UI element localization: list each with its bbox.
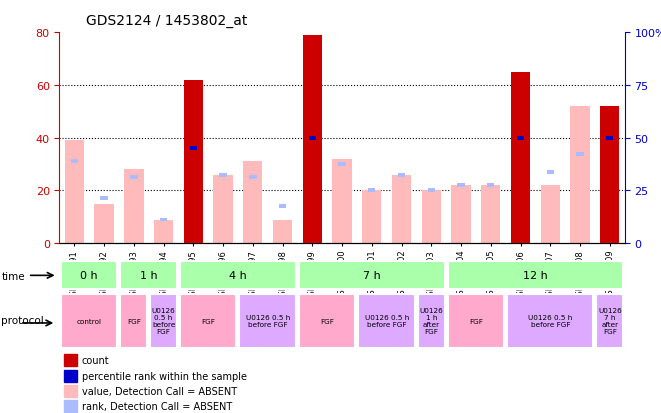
Bar bbox=[124, 170, 143, 244]
Bar bbox=[358, 294, 415, 348]
Bar bbox=[279, 205, 286, 209]
Bar bbox=[362, 191, 381, 244]
Bar bbox=[511, 138, 530, 244]
Bar bbox=[184, 81, 203, 244]
Bar bbox=[457, 184, 465, 188]
Bar bbox=[570, 107, 590, 244]
Bar bbox=[64, 370, 77, 382]
Bar bbox=[249, 176, 256, 180]
Bar bbox=[487, 184, 494, 188]
Text: 12 h: 12 h bbox=[523, 270, 548, 280]
Text: U0126 0.5 h
before FGF: U0126 0.5 h before FGF bbox=[246, 315, 290, 328]
Bar bbox=[64, 400, 77, 412]
Bar bbox=[160, 218, 167, 222]
Bar bbox=[368, 189, 375, 193]
Bar bbox=[338, 163, 346, 167]
Bar bbox=[511, 73, 530, 244]
Text: rank, Detection Call = ABSENT: rank, Detection Call = ABSENT bbox=[81, 401, 232, 411]
Bar bbox=[303, 138, 322, 244]
Bar bbox=[596, 294, 623, 348]
Bar bbox=[61, 294, 118, 348]
Bar bbox=[184, 149, 203, 244]
Bar bbox=[517, 136, 524, 140]
Text: 0 h: 0 h bbox=[81, 270, 98, 280]
Bar bbox=[332, 159, 352, 244]
Bar bbox=[600, 157, 619, 244]
Text: FGF: FGF bbox=[202, 318, 215, 324]
Bar bbox=[64, 354, 77, 366]
Text: time: time bbox=[1, 271, 25, 281]
Bar bbox=[120, 294, 147, 348]
Text: U0126 0.5 h
before FGF: U0126 0.5 h before FGF bbox=[365, 315, 408, 328]
Text: value, Detection Call = ABSENT: value, Detection Call = ABSENT bbox=[81, 387, 237, 396]
Bar bbox=[392, 175, 411, 244]
Text: FGF: FGF bbox=[127, 318, 141, 324]
Text: FGF: FGF bbox=[321, 318, 334, 324]
Bar bbox=[243, 162, 262, 244]
Bar bbox=[64, 385, 77, 397]
Bar bbox=[576, 152, 584, 156]
Bar bbox=[303, 36, 322, 244]
Bar bbox=[447, 262, 623, 290]
Bar bbox=[428, 189, 435, 193]
Text: 7 h: 7 h bbox=[363, 270, 381, 280]
Text: GDS2124 / 1453802_at: GDS2124 / 1453802_at bbox=[86, 14, 247, 28]
Bar bbox=[71, 160, 78, 164]
Bar bbox=[299, 262, 445, 290]
Bar bbox=[447, 294, 504, 348]
Text: 4 h: 4 h bbox=[229, 270, 247, 280]
Bar bbox=[481, 186, 500, 244]
Bar bbox=[398, 173, 405, 177]
Bar bbox=[150, 294, 177, 348]
Text: percentile rank within the sample: percentile rank within the sample bbox=[81, 371, 247, 381]
Bar bbox=[95, 204, 114, 244]
Bar bbox=[130, 176, 137, 180]
Bar bbox=[154, 220, 173, 244]
Bar bbox=[273, 220, 292, 244]
Bar bbox=[451, 186, 471, 244]
Bar bbox=[120, 262, 177, 290]
Bar bbox=[180, 294, 237, 348]
Bar bbox=[422, 191, 441, 244]
Bar bbox=[61, 262, 118, 290]
Bar bbox=[214, 175, 233, 244]
Bar bbox=[600, 107, 619, 244]
Text: U0126 0.5 h
before FGF: U0126 0.5 h before FGF bbox=[528, 315, 572, 328]
Bar bbox=[418, 294, 445, 348]
Bar bbox=[219, 173, 227, 177]
Bar bbox=[299, 294, 356, 348]
Text: FGF: FGF bbox=[469, 318, 483, 324]
Bar bbox=[541, 186, 560, 244]
Bar bbox=[547, 171, 554, 175]
Text: U0126
7 h
after
FGF: U0126 7 h after FGF bbox=[598, 308, 621, 335]
Bar bbox=[65, 141, 84, 244]
Bar bbox=[180, 262, 296, 290]
Text: protocol: protocol bbox=[1, 315, 44, 325]
Bar bbox=[507, 294, 594, 348]
Text: control: control bbox=[77, 318, 102, 324]
Text: count: count bbox=[81, 355, 109, 365]
Text: U0126
0.5 h
before
FGF: U0126 0.5 h before FGF bbox=[152, 308, 175, 335]
Bar bbox=[309, 136, 316, 140]
Bar bbox=[239, 294, 296, 348]
Bar bbox=[606, 136, 613, 140]
Bar bbox=[190, 147, 197, 151]
Bar bbox=[100, 197, 108, 201]
Text: U0126
1 h
after
FGF: U0126 1 h after FGF bbox=[420, 308, 443, 335]
Text: 1 h: 1 h bbox=[140, 270, 157, 280]
